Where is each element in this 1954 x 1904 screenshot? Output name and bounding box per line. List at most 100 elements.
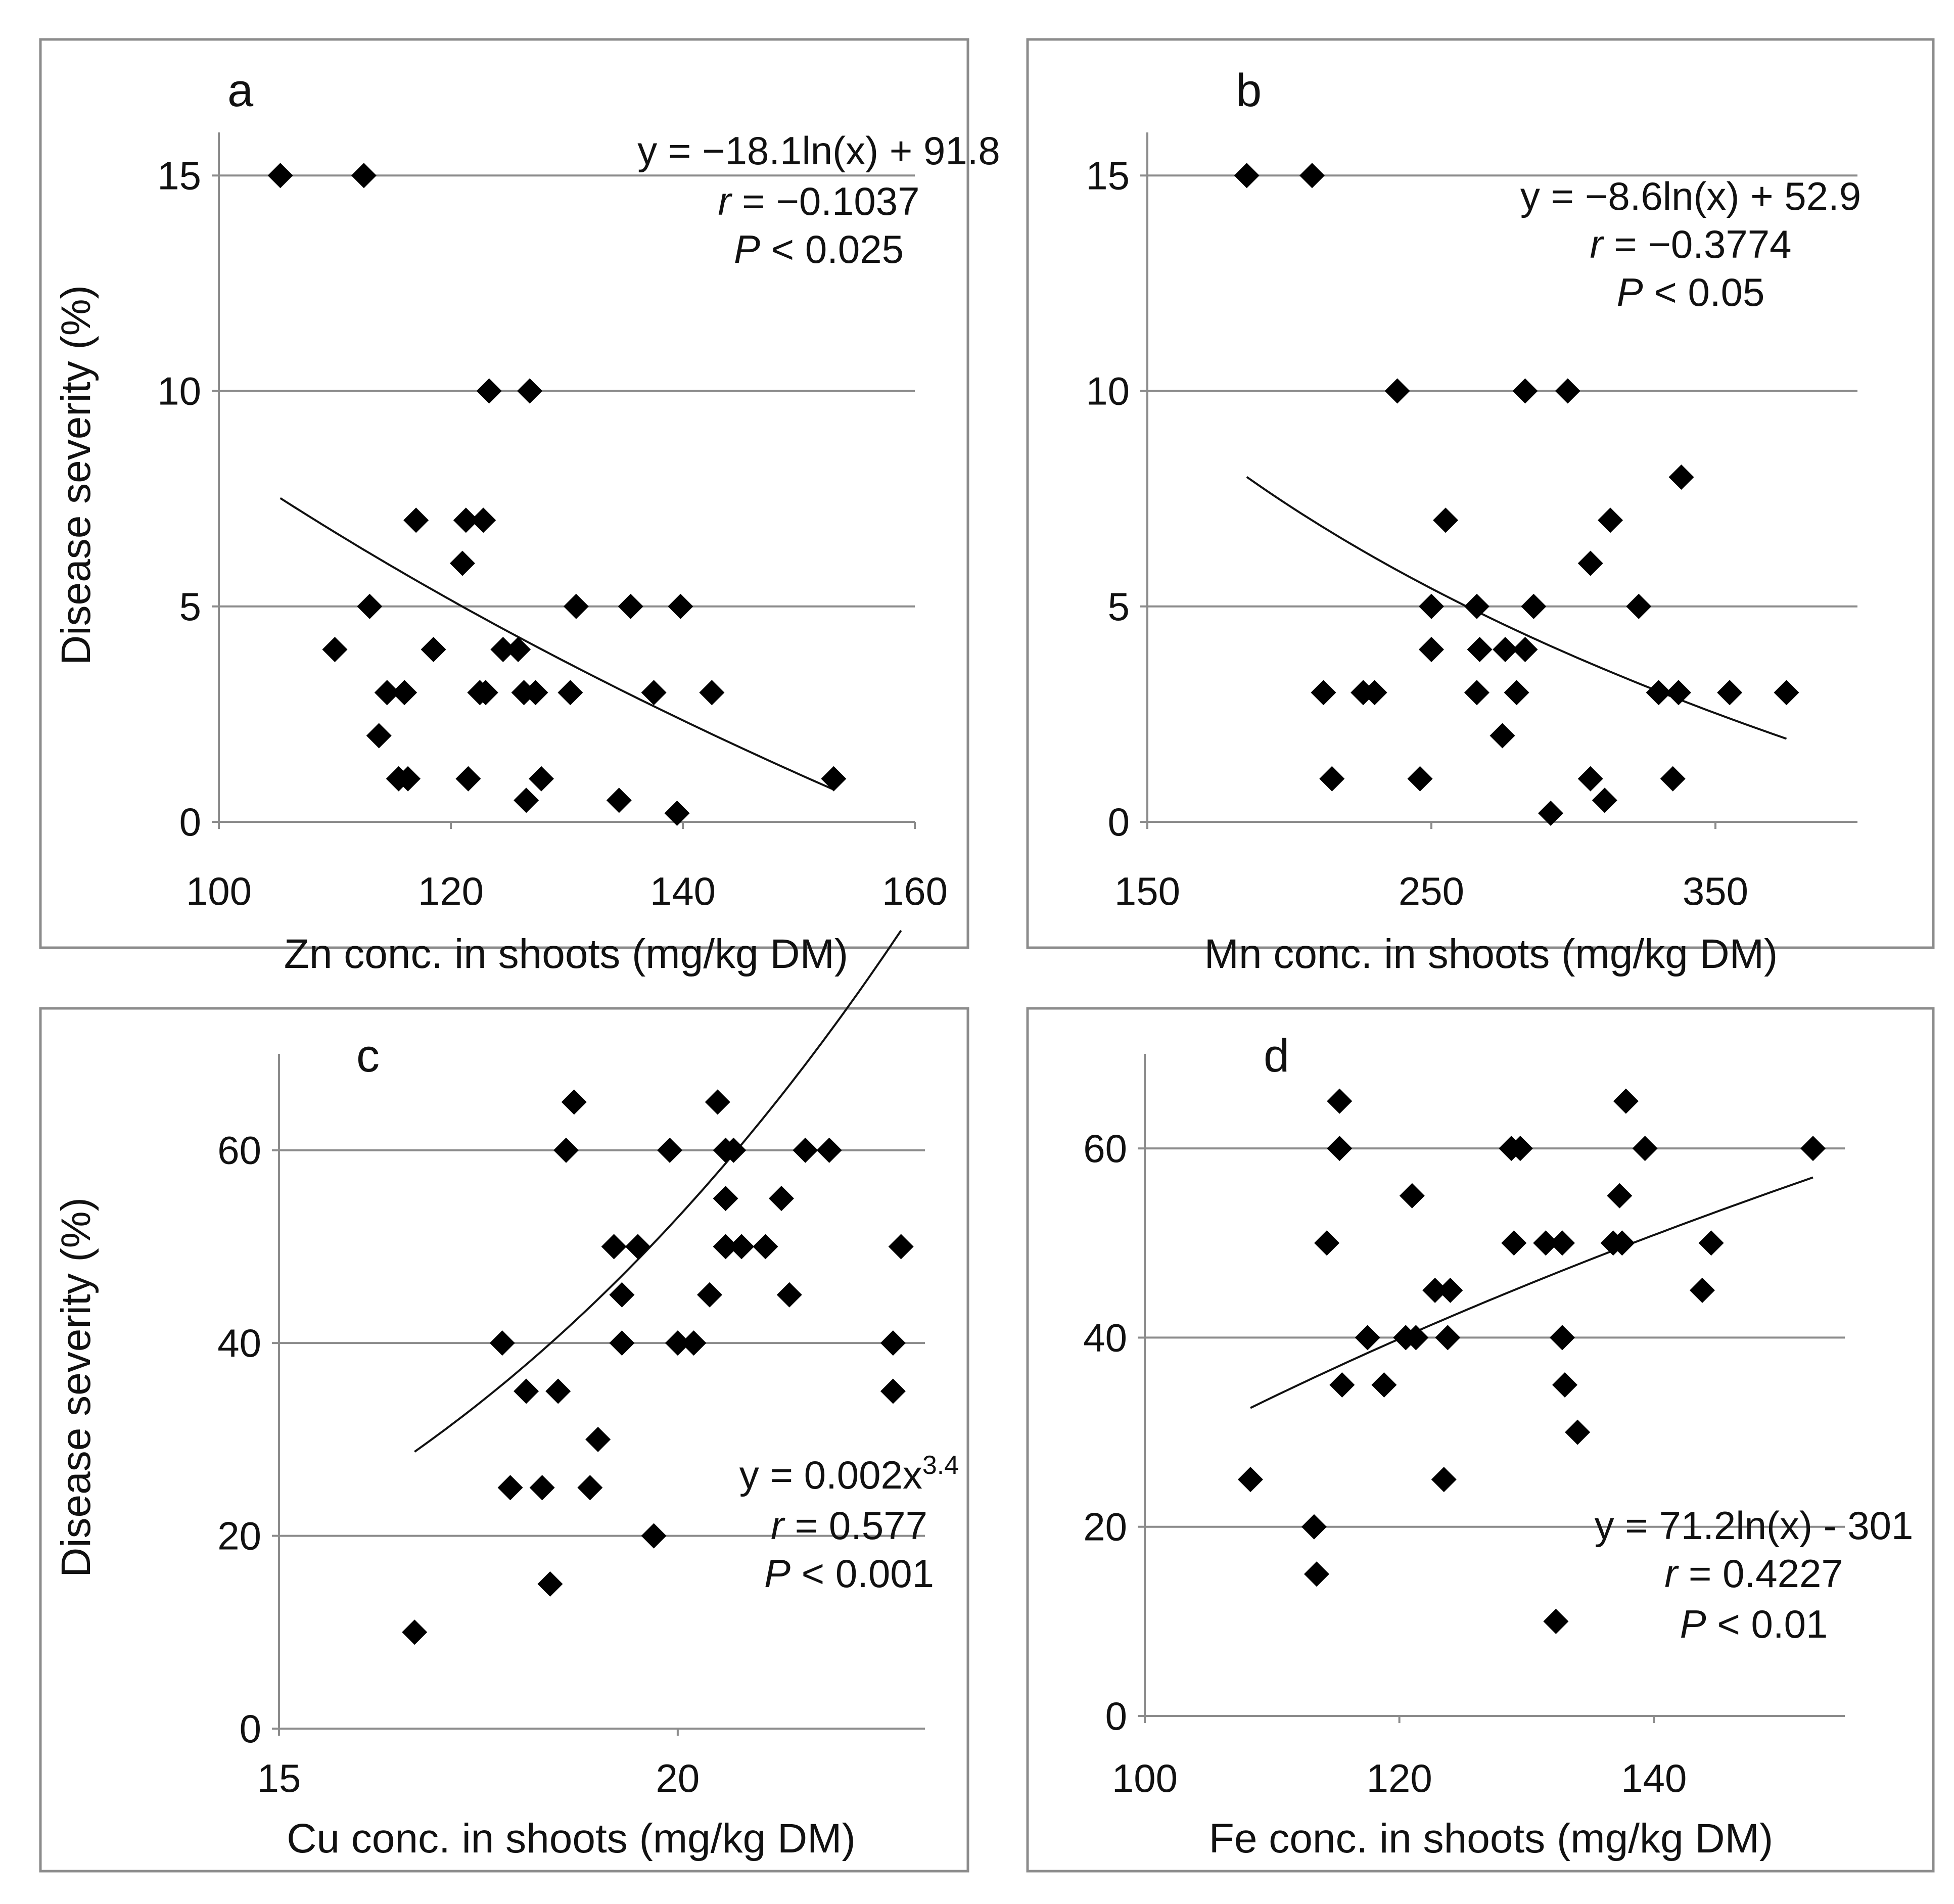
data-point [563,593,589,619]
data-point [681,1330,707,1356]
data-point [1507,1136,1533,1162]
data-point [1717,680,1743,706]
data-point [609,1330,635,1356]
data-point [1668,465,1694,490]
data-point [490,637,516,662]
data-point [1238,1467,1264,1493]
y-tick-label: 15 [1086,153,1130,198]
y-tick-label: 10 [1086,369,1130,413]
data-point [267,163,293,189]
data-point [1626,593,1652,619]
data-point [395,766,421,792]
data-point [514,1378,539,1404]
data-point [1362,680,1387,706]
data-point [1613,1088,1639,1114]
data-point [537,1571,563,1597]
panel-frame [39,38,969,949]
data-point [1304,1561,1329,1587]
data-point [505,637,531,662]
data-point [1311,680,1336,706]
data-point [1371,1372,1397,1398]
data-point [1565,1419,1591,1445]
data-point [351,163,377,189]
data-point [497,1475,523,1501]
panel-b: 0 5 10 15 150 250 350 Mn conc. in shoots (mg/kg… [1026,38,1935,977]
data-point [1234,163,1260,189]
data-point [1501,1230,1527,1256]
x-tick-label: 100 [186,869,252,913]
data-point [523,680,548,706]
data-point [1399,1183,1425,1209]
data-point [1577,766,1603,792]
data-point [421,637,446,662]
data-point [618,593,643,619]
equation-line: y = −8.6ln(x) + 52.9 [1520,174,1861,218]
data-point [1431,1467,1457,1493]
data-point [1577,550,1603,576]
r-value: r = 0.577 [771,1503,927,1548]
panel-letter: a [227,65,254,116]
p-value: P < 0.05 [1617,270,1765,314]
y-tick-label: 0 [1105,1694,1127,1738]
y-tick-label: 5 [1108,584,1130,629]
data-point [455,766,481,792]
y-tick-label: 20 [217,1514,261,1558]
data-point [1533,1230,1559,1256]
data-point [1407,766,1433,792]
data-point [1632,1136,1658,1162]
data-point [1689,1277,1715,1303]
data-point [1598,507,1623,533]
x-axis-title: Mn conc. in shoots (mg/kg DM) [1204,931,1778,977]
x-tick-label: 140 [650,869,716,913]
data-point [1549,1230,1575,1256]
data-point [403,507,429,533]
p-value: P < 0.01 [1680,1602,1828,1646]
data-point [517,378,543,404]
data-point [529,766,554,792]
panel-frame [1026,1007,1935,1873]
x-tick-label: 250 [1399,869,1464,913]
data-point [1512,378,1538,404]
data-point [1403,1325,1429,1351]
x-tick-label: 20 [656,1756,700,1800]
data-point [402,1619,428,1645]
data-point [1543,1608,1569,1634]
data-point [665,1330,690,1356]
data-point [821,766,847,792]
data-point [776,1282,802,1308]
data-point [449,550,475,576]
x-axis-title: Zn conc. in shoots (mg/kg DM) [284,931,848,977]
data-point [1435,1325,1461,1351]
y-axis-title: Disease severity (%) [53,1197,99,1577]
data-point [1512,637,1538,662]
data-point [1467,637,1493,662]
data-point [657,1137,683,1163]
panel-letter: b [1236,65,1262,116]
data-point [769,1186,794,1212]
y-tick-label: 10 [157,369,201,413]
data-point [1774,680,1799,706]
panel-frame [39,1007,969,1873]
data-point [880,1378,906,1404]
data-point [606,787,632,813]
data-point [1521,593,1547,619]
y-tick-label: 60 [1083,1126,1127,1171]
data-point [1549,1325,1575,1351]
y-tick-label: 40 [1083,1315,1127,1360]
data-point [713,1234,738,1260]
r-value: r = 0.4227 [1664,1551,1843,1596]
equation-line: y = 0.002x3.4 [739,1451,959,1497]
y-tick-label: 0 [1108,800,1130,844]
y-tick-label: 60 [217,1128,261,1173]
data-point [1609,1230,1635,1256]
data-point [1592,787,1617,813]
data-point [1355,1325,1380,1351]
x-tick-label: 350 [1683,869,1748,913]
data-point [1422,1277,1448,1303]
data-point [561,1089,587,1115]
data-point [553,1137,579,1163]
data-point [473,680,498,706]
